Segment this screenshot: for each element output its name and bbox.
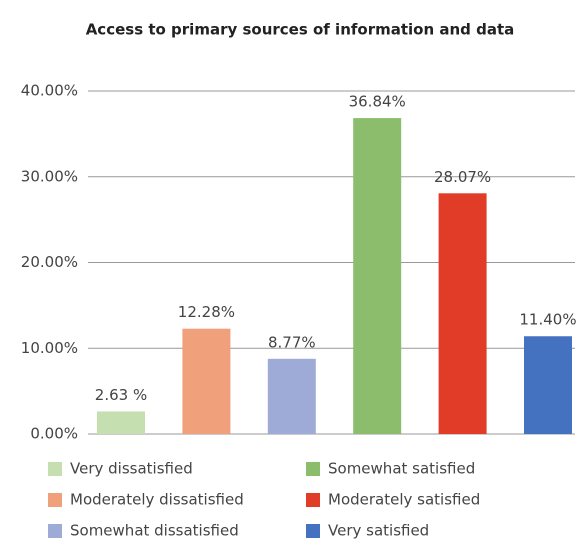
legend-label: Very satisfied bbox=[328, 522, 429, 540]
data-label: 36.84% bbox=[349, 93, 406, 111]
bar bbox=[524, 336, 572, 434]
legend-swatch bbox=[306, 462, 320, 476]
chart-title: Access to primary sources of information… bbox=[86, 21, 515, 39]
bar bbox=[353, 118, 402, 435]
legend-swatch bbox=[306, 524, 320, 538]
legend-swatch bbox=[306, 493, 320, 507]
legend-label: Somewhat dissatisfied bbox=[70, 522, 239, 540]
legend-label: Moderately dissatisfied bbox=[70, 491, 244, 509]
legend-swatch bbox=[48, 524, 62, 538]
legend-swatch bbox=[48, 462, 62, 476]
legend-label: Moderately satisfied bbox=[328, 491, 480, 509]
bar bbox=[182, 328, 231, 434]
data-label: 8.77% bbox=[268, 333, 316, 351]
data-label: 12.28% bbox=[178, 303, 235, 321]
bar bbox=[438, 193, 487, 434]
y-tick-label: 20.00% bbox=[21, 253, 78, 271]
legend-label: Very dissatisfied bbox=[70, 460, 193, 478]
data-label: 28.07% bbox=[434, 168, 491, 186]
bar bbox=[97, 411, 145, 434]
data-label: 11.40% bbox=[519, 311, 576, 329]
y-tick-label: 10.00% bbox=[21, 339, 78, 357]
y-tick-label: 30.00% bbox=[21, 167, 78, 185]
data-label: 2.63 % bbox=[95, 386, 147, 404]
legend-swatch bbox=[48, 493, 62, 507]
y-tick-label: 40.00% bbox=[21, 82, 78, 100]
legend-label: Somewhat satisfied bbox=[328, 460, 475, 478]
bar bbox=[267, 358, 316, 434]
y-tick-label: 0.00% bbox=[30, 425, 78, 443]
